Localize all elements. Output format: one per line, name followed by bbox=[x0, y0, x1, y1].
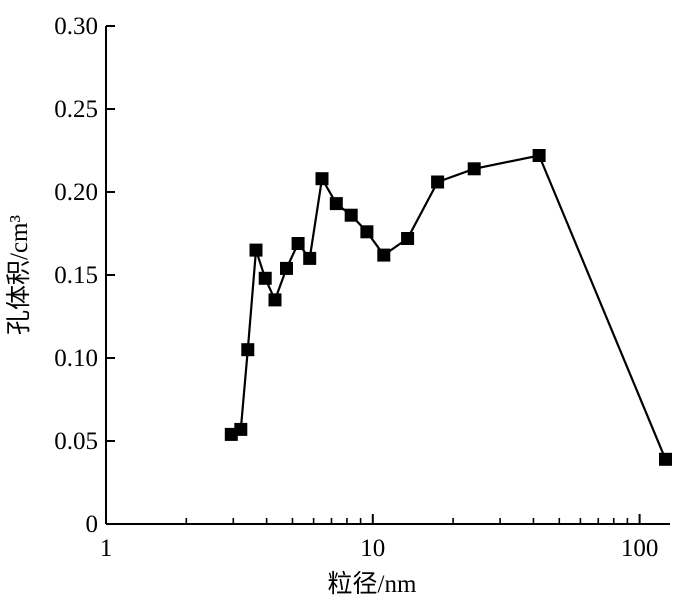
y-tick-label: 0.20 bbox=[54, 179, 98, 206]
data-point-marker bbox=[401, 232, 415, 245]
data-point-marker bbox=[659, 452, 672, 466]
x-axis-title: 粒径/nm bbox=[328, 570, 417, 598]
y-tick-label: 0.30 bbox=[54, 13, 98, 40]
x-tick-label: 100 bbox=[621, 535, 659, 562]
data-point-marker bbox=[291, 237, 305, 250]
series-line bbox=[230, 154, 667, 460]
data-point-marker bbox=[344, 208, 358, 222]
y-tick-label: 0.15 bbox=[54, 262, 98, 289]
data-point-marker bbox=[234, 422, 248, 436]
axes: 0 0.05 0.10 0.15 0.20 0.25 0.30 1 10 100 bbox=[54, 13, 670, 562]
data-point-marker bbox=[249, 243, 263, 257]
x-tick-label: 10 bbox=[360, 535, 385, 562]
data-point-marker bbox=[258, 271, 272, 285]
series-layer bbox=[224, 149, 672, 466]
y-tick-label: 0.25 bbox=[54, 96, 98, 123]
data-point-marker bbox=[377, 248, 391, 262]
data-point-marker bbox=[532, 149, 546, 162]
data-point-marker bbox=[315, 172, 329, 186]
data-point-marker bbox=[280, 261, 293, 275]
y-axis-title: 孔体积/cm³ bbox=[5, 215, 33, 335]
data-point-marker bbox=[241, 343, 255, 357]
x-tick-label: 1 bbox=[100, 535, 113, 562]
data-point-marker bbox=[303, 251, 317, 265]
data-point-marker bbox=[467, 162, 481, 176]
data-point-marker bbox=[431, 175, 445, 189]
data-point-marker bbox=[360, 225, 374, 239]
data-point-marker bbox=[268, 293, 282, 307]
y-tick-label: 0.05 bbox=[54, 428, 98, 455]
y-tick-label: 0.10 bbox=[54, 345, 98, 372]
data-point-marker bbox=[329, 197, 343, 211]
y-tick-label: 0 bbox=[86, 511, 99, 538]
